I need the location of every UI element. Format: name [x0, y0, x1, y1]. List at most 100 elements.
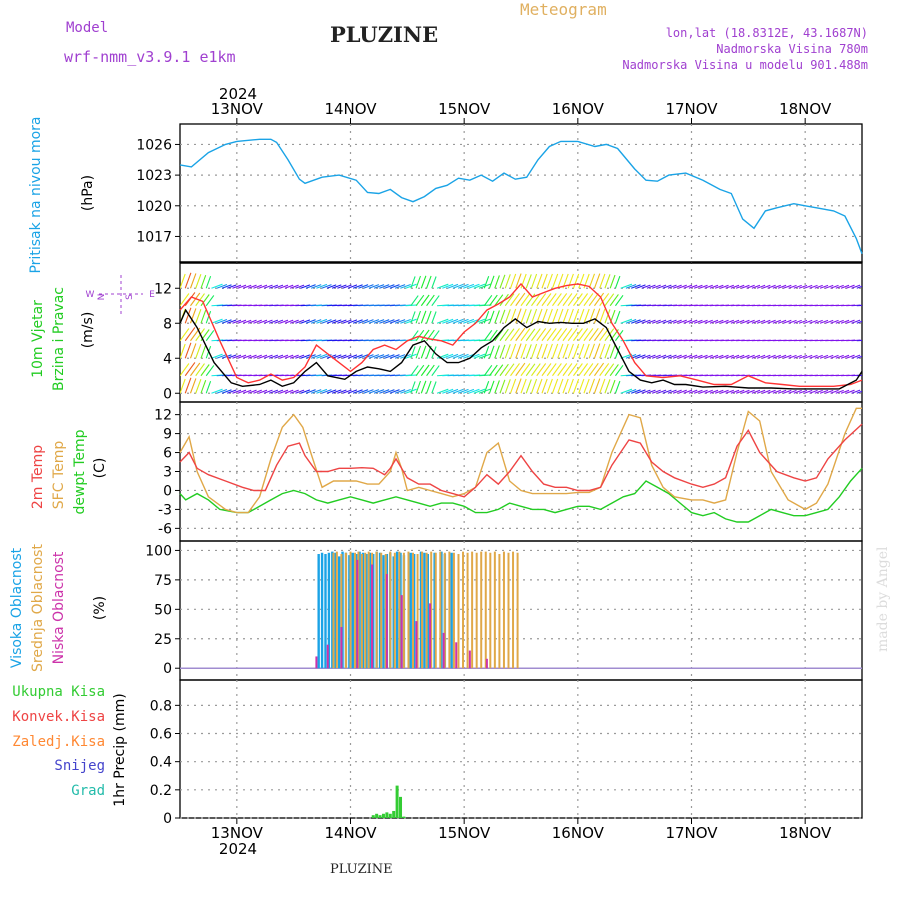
- wind-barb: [473, 388, 486, 394]
- wind-barb: [305, 284, 316, 289]
- wind-barb: [331, 389, 342, 394]
- wind-barb: [520, 293, 531, 307]
- wind-barb: [300, 389, 311, 394]
- wind-barb: [489, 275, 495, 289]
- wind-barb: [310, 319, 322, 324]
- ytick-label-wind: 0: [163, 386, 172, 402]
- bottom-date-label: 17NOV: [665, 824, 718, 842]
- wind-barb: [551, 343, 559, 359]
- wind-barb: [326, 284, 337, 289]
- model-value: wrf-nmm_v3.9.1 e1km: [64, 48, 236, 66]
- wind-barb: [604, 309, 611, 324]
- wind-barb: [515, 273, 522, 289]
- wind-barb: [510, 328, 520, 342]
- wind-barb: [352, 389, 363, 394]
- wind-barb: [699, 354, 708, 359]
- wind-barb: [489, 345, 495, 359]
- wind-barb: [180, 363, 190, 377]
- compass-n: N: [97, 294, 107, 301]
- wind-barb: [735, 389, 745, 394]
- ytick-label-clouds: 25: [154, 632, 172, 648]
- wind-barb: [184, 272, 192, 289]
- wind-barb: [242, 319, 252, 324]
- wind-barb: [646, 284, 656, 289]
- wind-barb: [295, 284, 305, 289]
- wind-barb: [300, 319, 311, 324]
- wind-barb: [337, 284, 347, 289]
- wind-barb: [746, 284, 755, 289]
- ytick-label-temperature: -3: [158, 502, 172, 518]
- wind-barb: [205, 381, 212, 394]
- wind-barb: [835, 389, 844, 394]
- wind-barb: [804, 319, 813, 324]
- wind-barb: [693, 389, 703, 394]
- wind-barb: [310, 389, 322, 394]
- wind-barb: [200, 380, 207, 394]
- wind-barb: [184, 327, 196, 342]
- wind-barb: [846, 284, 855, 289]
- wind-barb: [379, 354, 390, 359]
- wind-barb: [253, 354, 262, 359]
- wind-barb: [420, 310, 427, 324]
- wind-barb: [384, 284, 395, 289]
- wind-barb: [237, 319, 247, 324]
- wind-barb: [184, 362, 196, 377]
- panel-frame-precipitation: [179, 679, 863, 819]
- wind-barb: [851, 354, 861, 359]
- wind-barb: [384, 389, 395, 394]
- wind-barb: [683, 354, 693, 359]
- wind-barb: [625, 283, 637, 289]
- wind-barb: [557, 378, 564, 394]
- wind-barb: [636, 319, 646, 324]
- wind-barb: [379, 319, 390, 324]
- wind-barb: [783, 319, 792, 324]
- wind-barb: [189, 308, 197, 324]
- wind-barb: [594, 292, 605, 307]
- wind-barb: [735, 284, 745, 289]
- wind-barb: [494, 310, 500, 324]
- wind-barb: [180, 293, 190, 307]
- wind-barb: [646, 389, 656, 394]
- wind-barb: [730, 354, 740, 359]
- wind-barb: [274, 389, 284, 394]
- wind-barb: [520, 328, 531, 342]
- wind-barb: [641, 389, 651, 394]
- wind-barb: [227, 319, 237, 324]
- wind-barb: [730, 389, 740, 394]
- wind-barb: [578, 293, 589, 307]
- wind-barb: [394, 319, 406, 324]
- wind-barb: [415, 345, 422, 359]
- wind-barb: [699, 319, 708, 324]
- wind-barb: [762, 319, 771, 324]
- wind-barb: [420, 275, 427, 289]
- wind-barb: [368, 319, 380, 324]
- dewpt-axis-label: dewpt Temp: [72, 429, 88, 514]
- wind-barb: [295, 389, 305, 394]
- wind-barb: [232, 389, 242, 394]
- wind-barb: [588, 292, 599, 307]
- wind-barb: [557, 343, 564, 359]
- wind-barb: [588, 362, 599, 377]
- wind-barb: [573, 293, 583, 307]
- wind-barb: [415, 275, 422, 289]
- wind-barb: [263, 319, 273, 324]
- wind-barb: [489, 329, 498, 342]
- wind-barb: [358, 284, 369, 289]
- precip-bar: [371, 815, 375, 818]
- wind-barb: [688, 354, 698, 359]
- wind-barb: [861, 322, 862, 324]
- wind-barb: [825, 284, 834, 289]
- wind-barb: [483, 329, 493, 342]
- wind-barb: [620, 388, 633, 394]
- wind-barb: [856, 390, 862, 394]
- wind-barb: [489, 380, 495, 394]
- wind-barb: [389, 354, 400, 359]
- wind-barb: [268, 389, 279, 394]
- wind-barb: [200, 345, 207, 359]
- wind-barb: [195, 309, 202, 324]
- ytick-label-pressure: 1017: [136, 229, 172, 245]
- wind-barb: [442, 353, 454, 359]
- wind-barb: [426, 310, 432, 324]
- wind-barb: [400, 318, 411, 324]
